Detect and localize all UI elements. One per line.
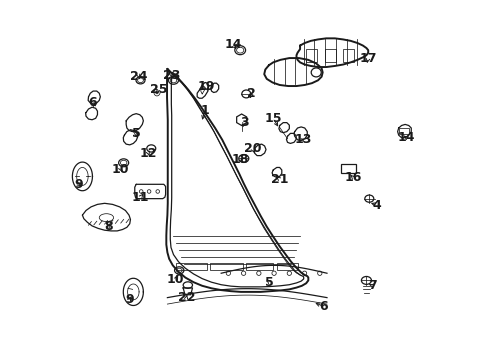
Bar <box>341 164 355 173</box>
Text: 6: 6 <box>88 96 96 109</box>
Text: 21: 21 <box>270 173 288 186</box>
Bar <box>276 263 297 270</box>
Bar <box>246 263 273 270</box>
Text: 11: 11 <box>131 191 149 204</box>
Text: 8: 8 <box>104 220 112 233</box>
Text: 7: 7 <box>368 279 376 292</box>
Text: 1: 1 <box>200 104 209 117</box>
Text: 23: 23 <box>163 69 181 82</box>
Text: 2: 2 <box>247 87 256 100</box>
Text: 5: 5 <box>132 127 140 140</box>
Text: 19: 19 <box>197 80 214 93</box>
Text: 6: 6 <box>319 300 327 313</box>
Text: 10: 10 <box>112 163 129 176</box>
Text: 13: 13 <box>294 133 312 146</box>
Bar <box>324 49 335 62</box>
Text: 16: 16 <box>344 171 361 184</box>
Bar <box>399 128 408 134</box>
Text: 14: 14 <box>397 131 414 144</box>
Text: 5: 5 <box>264 276 273 289</box>
Text: 22: 22 <box>177 291 195 304</box>
Bar <box>343 49 353 62</box>
Text: 18: 18 <box>231 153 248 166</box>
Text: 14: 14 <box>224 38 241 51</box>
Text: 17: 17 <box>359 51 376 64</box>
Text: 9: 9 <box>74 178 83 191</box>
Text: 20: 20 <box>243 142 261 155</box>
Bar <box>175 263 207 270</box>
Text: 25: 25 <box>149 83 167 96</box>
Bar <box>305 49 316 62</box>
Text: 3: 3 <box>240 116 248 129</box>
Text: 12: 12 <box>140 147 157 159</box>
Text: 15: 15 <box>264 112 282 125</box>
Bar <box>210 263 242 270</box>
Text: 9: 9 <box>125 293 134 306</box>
Text: 10: 10 <box>166 273 184 286</box>
Text: 4: 4 <box>372 199 381 212</box>
Text: 24: 24 <box>130 69 147 82</box>
